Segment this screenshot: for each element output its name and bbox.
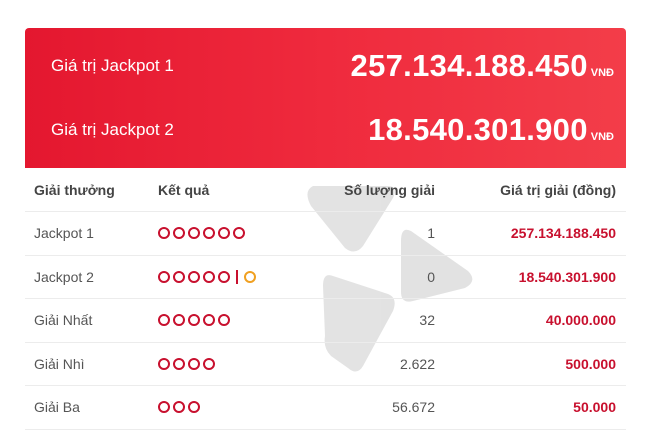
- jackpot1-currency: VNĐ: [590, 67, 614, 79]
- matched-ball-icon: [203, 357, 215, 370]
- jackpot1-label: Giá trị Jackpot 1: [51, 56, 174, 75]
- matched-ball-icon: [158, 227, 170, 240]
- jackpot1-row: Giá trị Jackpot 1 257.134.188.450 VNĐ: [51, 28, 614, 98]
- jackpot2-amount: 18.540.301.900: [368, 112, 588, 147]
- jackpot2-currency: VNĐ: [590, 131, 614, 143]
- row-prize-value: 50.000: [573, 399, 616, 416]
- row-prize-value: 40.000.000: [545, 312, 616, 329]
- row-prize-value: 18.540.301.900: [518, 268, 616, 285]
- table-header: Giải thưởng Kết quả Số lượng giải Giá tr…: [25, 168, 626, 212]
- matched-ball-icon: [173, 357, 185, 370]
- bonus-ball-icon: [244, 270, 256, 283]
- matched-ball-icon: [233, 227, 245, 240]
- matched-ball-icon: [218, 270, 230, 283]
- row-result: [158, 227, 293, 240]
- row-prize-name: Giải Ba: [34, 399, 80, 416]
- jackpot2-label: Giá trị Jackpot 2: [51, 120, 174, 139]
- jackpot1-amount: 257.134.188.450: [350, 48, 588, 83]
- header-result: Kết quả: [158, 181, 210, 198]
- table-row: Jackpot 2 0 18.540.301.900: [25, 256, 626, 299]
- matched-ball-icon: [173, 227, 185, 240]
- matched-ball-icon: [203, 314, 215, 327]
- result-balls: [158, 227, 293, 240]
- row-winners: 56.672: [392, 399, 435, 416]
- header-prize: Giải thưởng: [34, 181, 115, 198]
- matched-ball-icon: [158, 270, 170, 283]
- row-prize-name: Jackpot 1: [34, 225, 94, 242]
- matched-ball-icon: [158, 357, 170, 370]
- result-balls: [158, 357, 293, 370]
- matched-ball-icon: [188, 270, 200, 283]
- jackpot-banner: Giá trị Jackpot 1 257.134.188.450 VNĐ Gi…: [25, 28, 626, 168]
- header-value: Giá trị giải (đồng): [500, 181, 616, 198]
- row-winners: 1: [427, 225, 435, 242]
- bonus-separator: [236, 269, 238, 284]
- matched-ball-icon: [188, 401, 200, 414]
- header-winners: Số lượng giải: [344, 181, 435, 198]
- matched-ball-icon: [173, 401, 185, 414]
- row-prize-value: 257.134.188.450: [510, 225, 616, 242]
- row-result: [158, 401, 293, 414]
- result-balls: [158, 401, 293, 414]
- matched-ball-icon: [188, 357, 200, 370]
- matched-ball-icon: [203, 227, 215, 240]
- matched-ball-icon: [218, 314, 230, 327]
- row-prize-name: Giải Nhất: [34, 312, 93, 329]
- matched-ball-icon: [218, 227, 230, 240]
- matched-ball-icon: [203, 270, 215, 283]
- matched-ball-icon: [173, 314, 185, 327]
- jackpot2-row: Giá trị Jackpot 2 18.540.301.900 VNĐ: [51, 98, 614, 168]
- table-row: Giải Nhất 32 40.000.000: [25, 299, 626, 343]
- matched-ball-icon: [188, 314, 200, 327]
- matched-ball-icon: [158, 401, 170, 414]
- row-winners: 32: [419, 312, 435, 329]
- row-result: [158, 269, 293, 284]
- matched-ball-icon: [188, 227, 200, 240]
- row-prize-value: 500.000: [565, 355, 616, 372]
- matched-ball-icon: [158, 314, 170, 327]
- row-winners: 2.622: [399, 355, 435, 372]
- jackpot2-value: 18.540.301.900 VNĐ: [368, 112, 614, 148]
- row-prize-name: Giải Nhì: [34, 355, 85, 372]
- result-balls: [158, 314, 293, 327]
- row-winners: 0: [427, 268, 435, 285]
- row-result: [158, 314, 293, 327]
- table-row: Giải Nhì 2.622 500.000: [25, 343, 626, 386]
- jackpot1-value: 257.134.188.450 VNĐ: [351, 48, 614, 84]
- table-row: Jackpot 1 1 257.134.188.450: [25, 212, 626, 256]
- prize-table: Giải thưởng Kết quả Số lượng giải Giá tr…: [25, 168, 626, 430]
- result-balls: [158, 269, 293, 284]
- row-result: [158, 357, 293, 370]
- row-prize-name: Jackpot 2: [34, 268, 94, 285]
- matched-ball-icon: [173, 270, 185, 283]
- table-row: Giải Ba 56.672 50.000: [25, 386, 626, 430]
- jackpot-results-card: Giá trị Jackpot 1 257.134.188.450 VNĐ Gi…: [25, 28, 626, 440]
